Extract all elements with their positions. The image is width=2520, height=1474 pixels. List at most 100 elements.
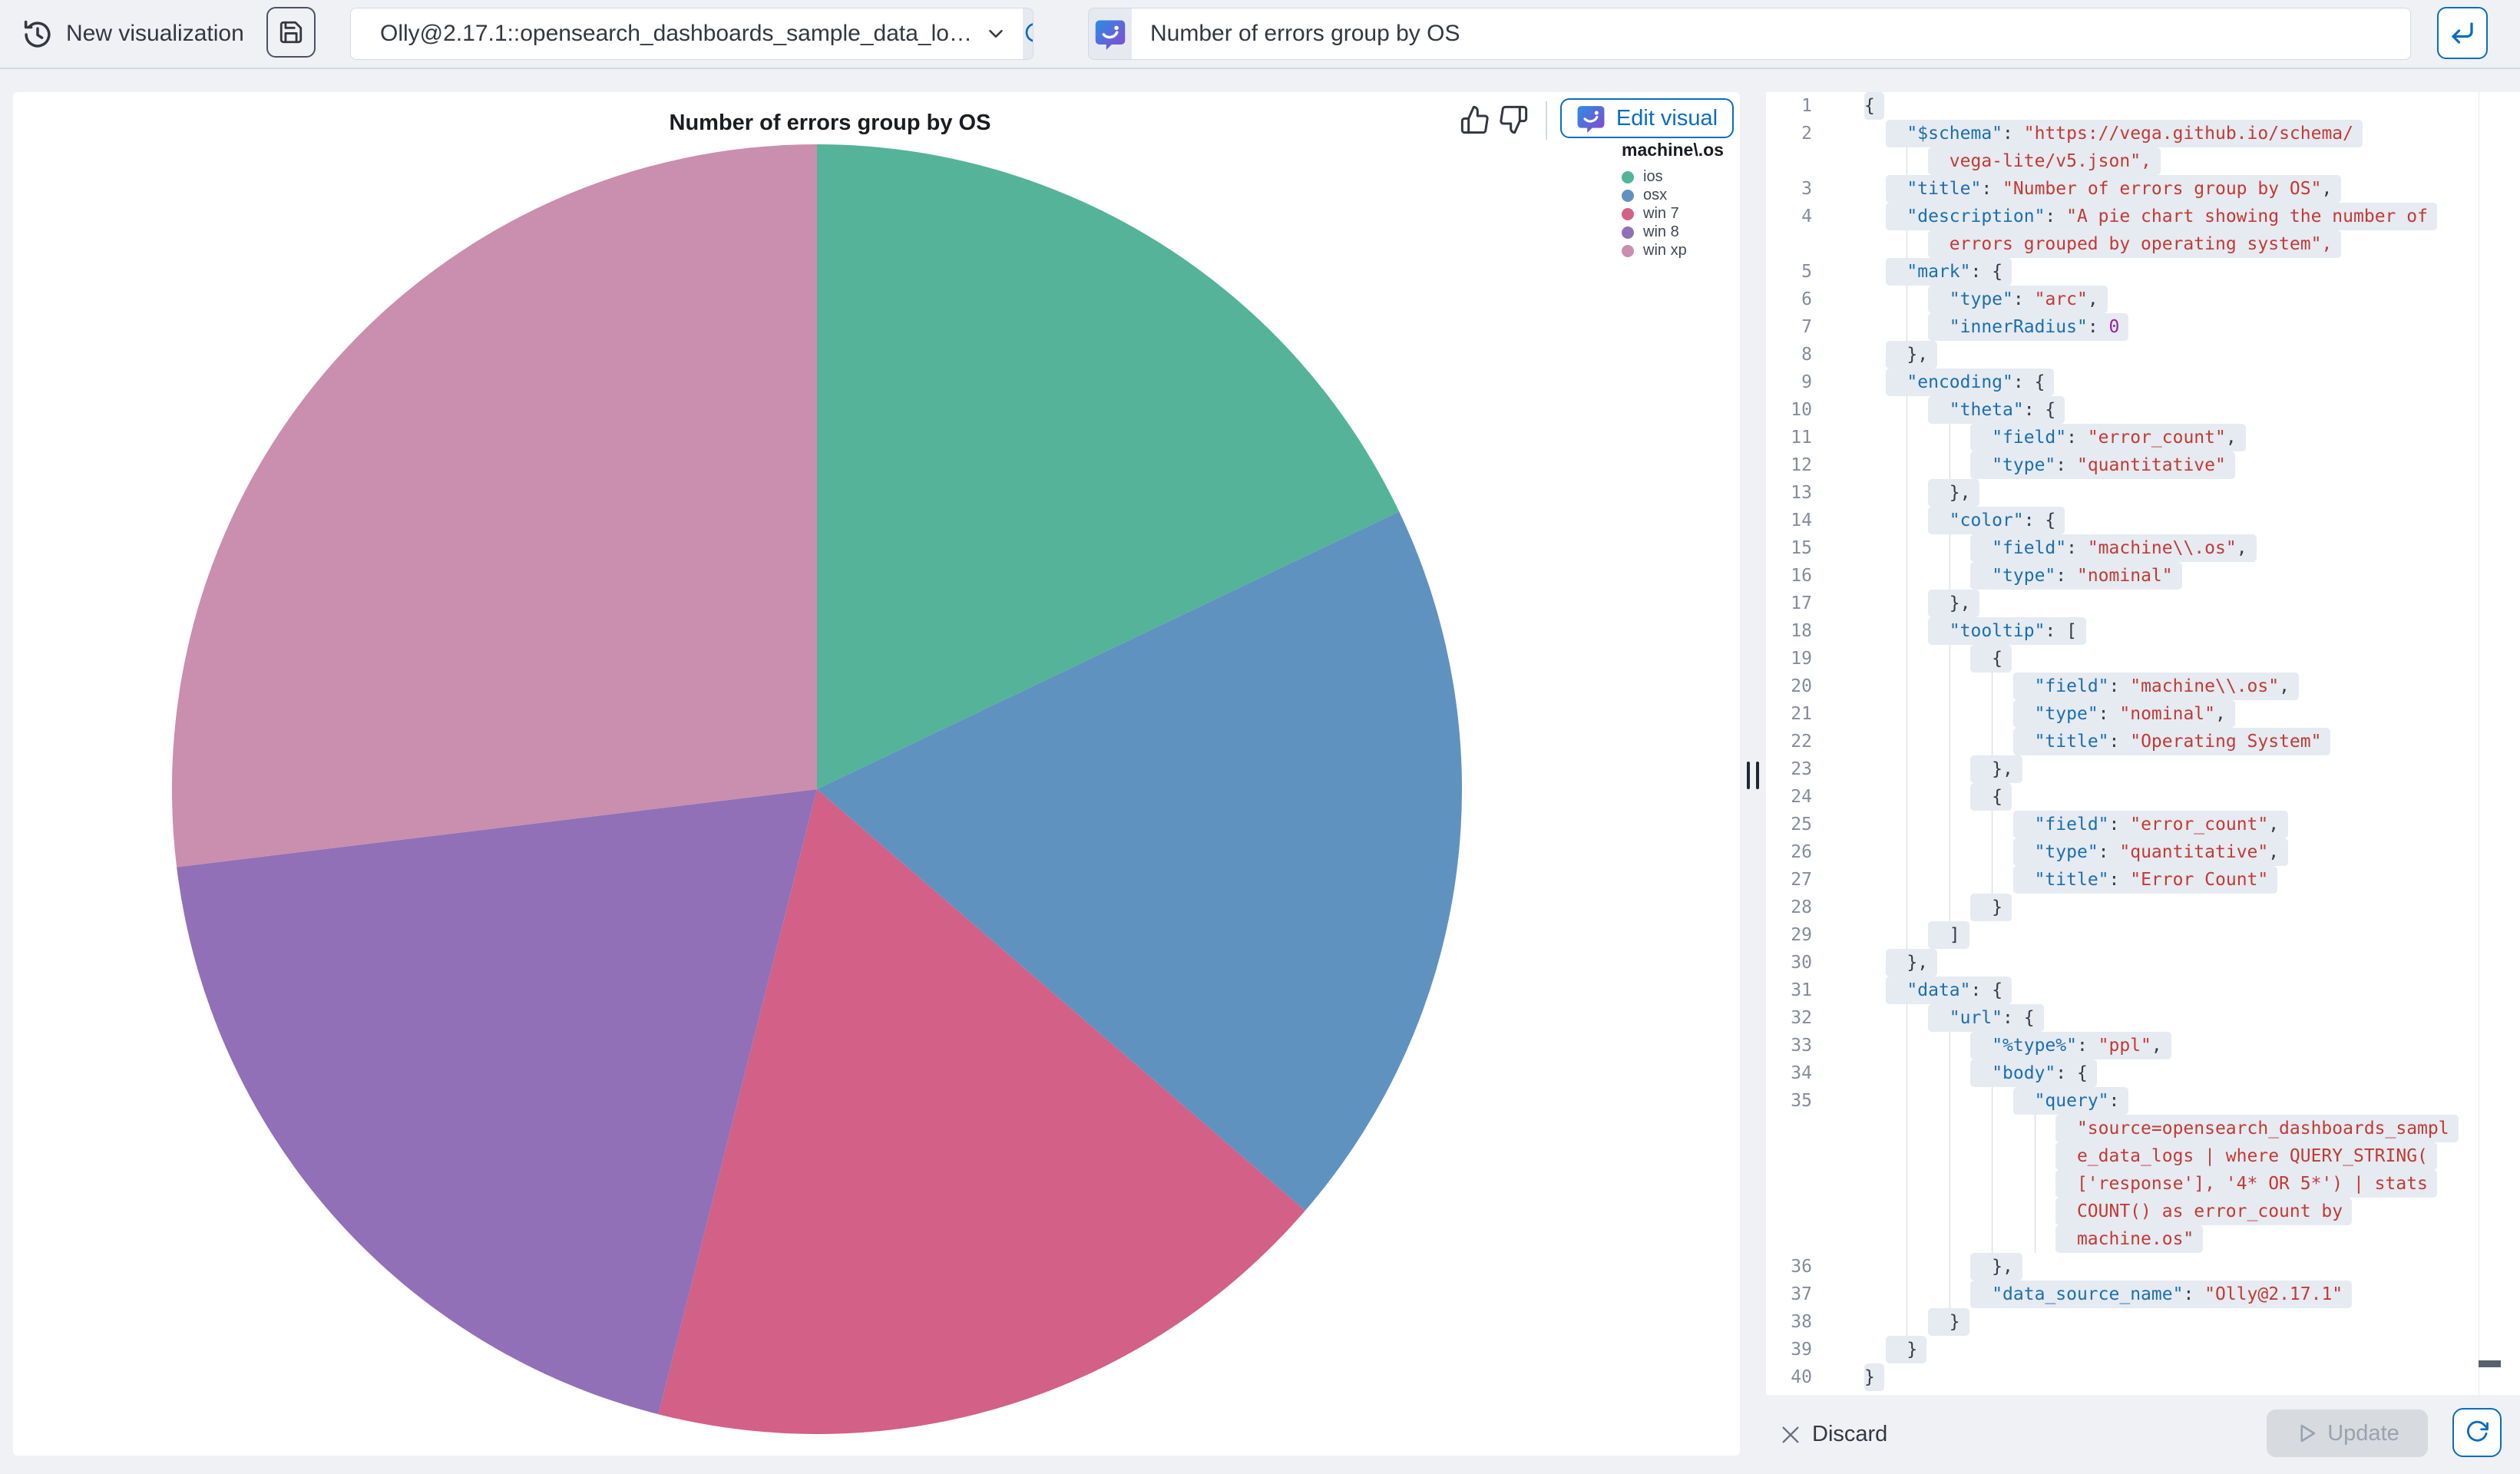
- code-line-23: 23 },: [1766, 755, 2520, 783]
- code-line-40: 40}: [1766, 1363, 2520, 1391]
- code-line-25: 25 "field": "error_count",: [1766, 811, 2520, 838]
- legend-label: win 8: [1643, 223, 1679, 240]
- pie-slice-win-xp[interactable]: [171, 144, 817, 868]
- code-line-15: 15 "field": "machine\\.os",: [1766, 534, 2520, 562]
- chart-title: Number of errors group by OS: [669, 111, 991, 135]
- rerun-button[interactable]: [2452, 1408, 2502, 1457]
- code-line-7: 7 "innerRadius": 0: [1766, 313, 2520, 341]
- code-line-1: 1{: [1766, 92, 2520, 120]
- code-line-12: 12 "type": "quantitative": [1766, 451, 2520, 479]
- legend-item-ios[interactable]: ios: [1622, 168, 1724, 186]
- line-number: 27: [1791, 870, 1812, 890]
- pie-slice-ios[interactable]: [817, 144, 1400, 789]
- legend-label: osx: [1643, 187, 1668, 203]
- thumbs-up-button[interactable]: [1460, 103, 1493, 137]
- save-button[interactable]: [266, 7, 316, 58]
- submit-query-button[interactable]: [2437, 7, 2488, 59]
- code-line-wrap: machine.os": [1766, 1225, 2520, 1253]
- code-line-24: 24 {: [1766, 783, 2520, 811]
- line-number: 33: [1791, 1036, 1812, 1056]
- history-button[interactable]: [21, 18, 54, 51]
- refresh-icon: [1025, 23, 1033, 42]
- datasource-select[interactable]: Olly@2.17.1::opensearch_dashboards_sampl…: [350, 8, 1033, 60]
- line-number: 37: [1791, 1284, 1812, 1304]
- datasource-select-value[interactable]: Olly@2.17.1::opensearch_dashboards_sampl…: [351, 8, 1023, 59]
- code-line-31: 31 "data": {: [1766, 977, 2520, 1004]
- code-line-32: 32 "url": {: [1766, 1004, 2520, 1032]
- line-number: 30: [1791, 953, 1812, 973]
- code-line-3: 3 "title": "Number of errors group by OS…: [1766, 175, 2520, 203]
- assistant-icon: [1577, 106, 1605, 133]
- code-line-9: 9 "encoding": {: [1766, 368, 2520, 396]
- legend-item-win-8[interactable]: win 8: [1622, 223, 1724, 241]
- panel-resize-handle[interactable]: [1744, 762, 1761, 789]
- line-number: 20: [1791, 676, 1812, 696]
- line-number: 1: [1801, 96, 1812, 116]
- line-number: 25: [1791, 815, 1812, 834]
- code-line-wrap: COUNT() as error_count by: [1766, 1198, 2520, 1225]
- code-line-17: 17 },: [1766, 590, 2520, 617]
- code-line-10: 10 "theta": {: [1766, 396, 2520, 424]
- line-number: 31: [1791, 980, 1812, 1000]
- legend-swatch: [1622, 244, 1634, 257]
- code-line-36: 36 },: [1766, 1253, 2520, 1281]
- legend-swatch: [1622, 189, 1634, 202]
- close-icon: [1782, 1426, 1799, 1443]
- code-line-8: 8 },: [1766, 341, 2520, 368]
- play-icon: [2300, 1424, 2316, 1443]
- line-number: 10: [1791, 400, 1812, 420]
- thumbs-down-button[interactable]: [1498, 103, 1532, 137]
- line-number: 6: [1801, 289, 1812, 309]
- vega-spec-editor[interactable]: 1{2 "$schema": "https://vega.github.io/s…: [1766, 92, 2520, 1395]
- datasource-refresh-button[interactable]: [1023, 8, 1033, 59]
- code-line-5: 5 "mark": {: [1766, 258, 2520, 286]
- page-title: New visualization: [66, 21, 244, 46]
- code-line-39: 39 }: [1766, 1336, 2520, 1363]
- legend-items: ios osx win 7 win 8 win xp: [1622, 168, 1724, 259]
- line-number: 5: [1801, 262, 1812, 282]
- query-input[interactable]: [1132, 8, 2410, 59]
- line-number: 19: [1791, 649, 1812, 669]
- legend-swatch: [1622, 207, 1634, 220]
- line-number: 4: [1801, 207, 1812, 226]
- code-line-16: 16 "type": "nominal": [1766, 562, 2520, 590]
- line-number: 15: [1791, 538, 1812, 558]
- discard-button[interactable]: Discard: [1780, 1422, 1887, 1447]
- code-line-38: 38 }: [1766, 1308, 2520, 1336]
- enter-arrow-icon: [2452, 22, 2473, 44]
- code-line-6: 6 "type": "arc",: [1766, 286, 2520, 313]
- legend-item-osx[interactable]: osx: [1622, 187, 1724, 204]
- line-number: 35: [1791, 1091, 1812, 1111]
- legend-label: win 7: [1643, 205, 1679, 222]
- line-number: 13: [1791, 483, 1812, 503]
- code-line-13: 13 },: [1766, 479, 2520, 507]
- line-number: 16: [1791, 566, 1812, 586]
- editor-scrollbar-thumb[interactable]: [2479, 1360, 2501, 1367]
- pie-slice-win-7[interactable]: [658, 789, 1305, 1434]
- pie-slice-win-8[interactable]: [177, 789, 818, 1415]
- code-line-27: 27 "title": "Error Count": [1766, 866, 2520, 894]
- line-number: 21: [1791, 704, 1812, 724]
- code-line-28: 28 }: [1766, 894, 2520, 921]
- thumbs-up-icon: [1460, 105, 1489, 134]
- legend-item-win-xp[interactable]: win xp: [1622, 242, 1724, 259]
- pie-slice-osx[interactable]: [817, 511, 1463, 1211]
- line-number: 9: [1801, 372, 1812, 392]
- code-line-wrap: e_data_logs | where QUERY_STRING(: [1766, 1142, 2520, 1170]
- line-number: 38: [1791, 1312, 1812, 1332]
- line-number: 34: [1791, 1063, 1812, 1083]
- assistant-query-bar: [1088, 8, 2411, 60]
- code-line-14: 14 "color": {: [1766, 507, 2520, 534]
- save-icon: [279, 21, 303, 44]
- code-line-37: 37 "data_source_name": "Olly@2.17.1": [1766, 1281, 2520, 1308]
- pie-chart-area: [168, 140, 1466, 1438]
- line-number: 17: [1791, 593, 1812, 613]
- update-button[interactable]: Update: [2267, 1410, 2428, 1457]
- legend-item-win-7[interactable]: win 7: [1622, 205, 1724, 223]
- line-number: 7: [1801, 317, 1812, 337]
- thumbs-down-icon: [1500, 105, 1528, 134]
- code-line-35: 35 "query":: [1766, 1087, 2520, 1115]
- legend-label: win xp: [1643, 242, 1687, 259]
- edit-visual-button[interactable]: Edit visual: [1560, 98, 1734, 138]
- line-number: 11: [1791, 428, 1812, 448]
